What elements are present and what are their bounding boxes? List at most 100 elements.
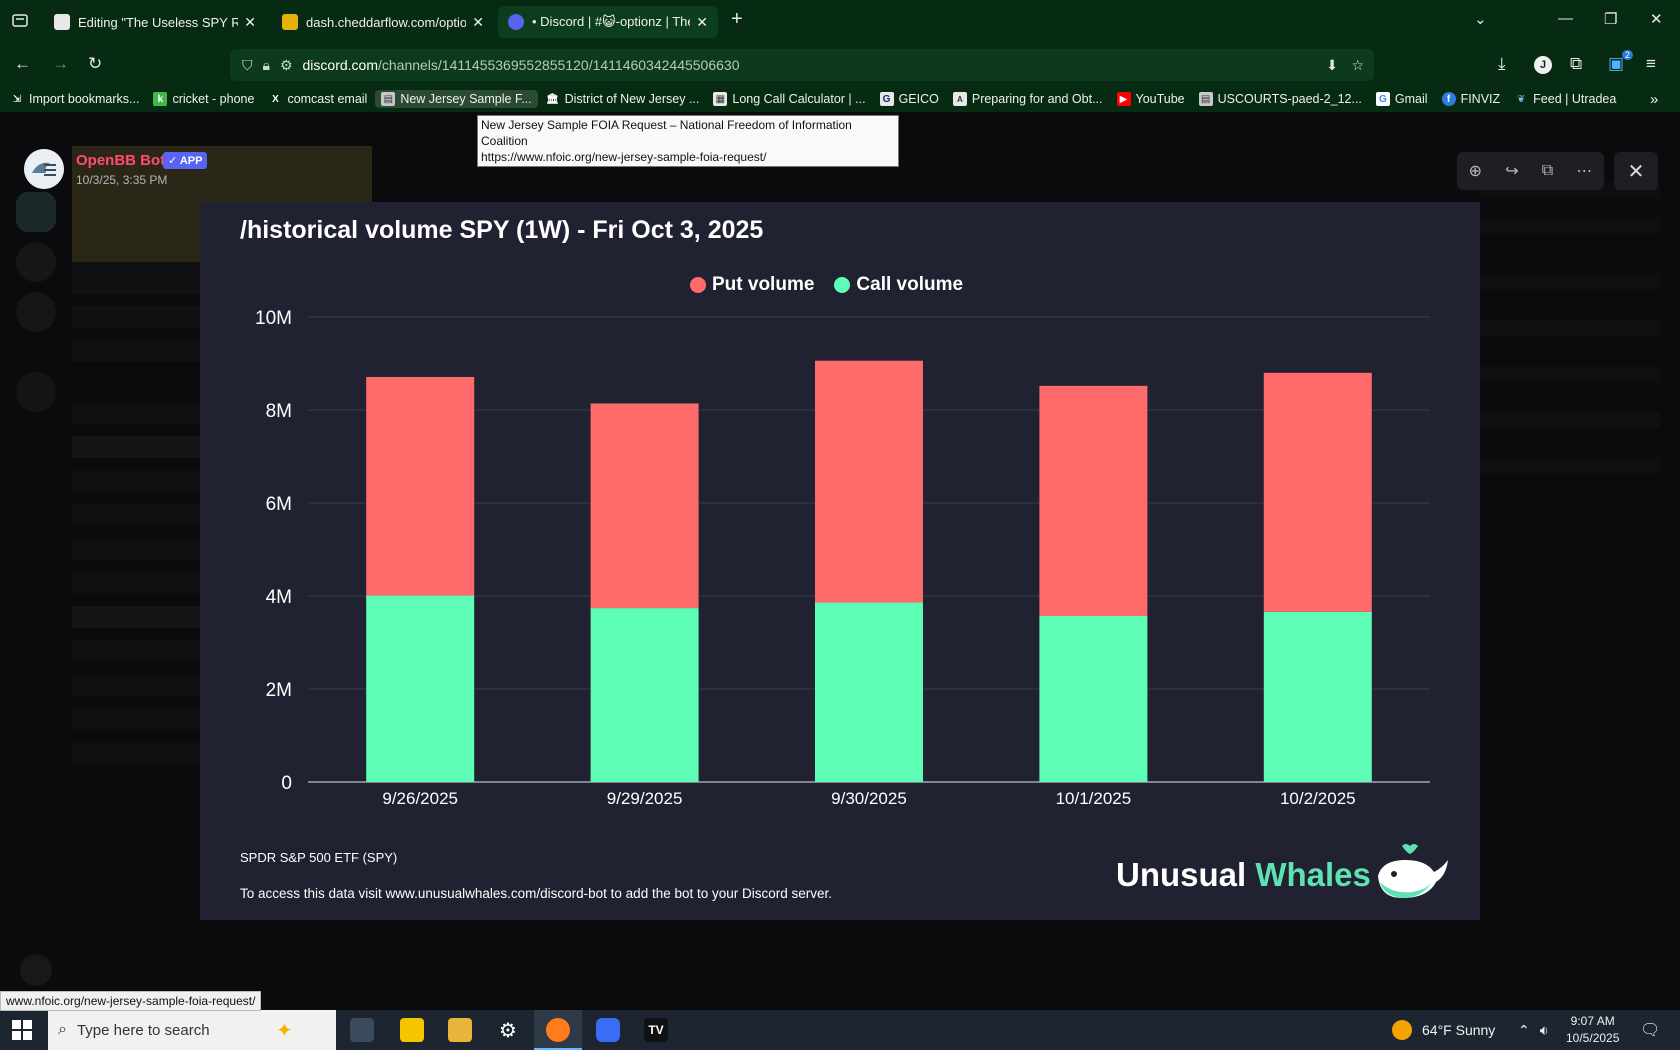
- bookmark-youtube[interactable]: ▶ YouTube: [1116, 92, 1185, 106]
- close-tab-icon[interactable]: ✕: [244, 13, 256, 30]
- windows-start-icon[interactable]: [12, 1020, 32, 1045]
- extensions-icon[interactable]: ⧉: [1570, 54, 1583, 73]
- tab-overflow-chevron-icon[interactable]: ⌄: [1474, 11, 1487, 28]
- close-tab-icon[interactable]: ✕: [696, 13, 708, 30]
- brand-word-whales: Whales: [1255, 856, 1371, 893]
- access-footnote: To access this data visit www.unusualwha…: [240, 886, 833, 901]
- x-tick-label: 9/30/2025: [831, 789, 907, 808]
- server-icon: [16, 192, 56, 232]
- tab-discord[interactable]: • Discord | #😺-optionz | The U ✕: [498, 6, 718, 38]
- bookmark-uscourts[interactable]: ▤ USCOURTS-paed-2_12...: [1198, 92, 1362, 106]
- bookmark-label: USCOURTS-paed-2_12...: [1217, 92, 1362, 106]
- tab-title: Editing "The Useless SPY Report: [78, 14, 239, 30]
- y-tick-label: 4M: [266, 587, 292, 608]
- firefox-app-icon[interactable]: [546, 1018, 570, 1042]
- reload-icon[interactable]: ↻: [88, 54, 103, 73]
- sticky-notes-app-icon[interactable]: [400, 1018, 424, 1042]
- legend-item-call: Call volume: [834, 274, 963, 296]
- bar-segment-call-volume: [1263, 611, 1372, 782]
- more-options-icon[interactable]: ⋯: [1576, 163, 1593, 180]
- forward-icon[interactable]: →: [52, 54, 69, 73]
- cricket-icon: k: [153, 92, 168, 106]
- tray-chevron-icon[interactable]: ⌃: [1518, 1021, 1530, 1038]
- search-icon: ⌕: [58, 1021, 67, 1038]
- bookmarks-overflow-icon[interactable]: »: [1650, 90, 1659, 108]
- tab-title: dash.cheddarflow.com/options-: [306, 14, 467, 30]
- bookmark-district-nj[interactable]: 🏛︎ District of New Jersey ...: [546, 92, 699, 106]
- browser-tab-bar: Editing "The Useless SPY Report ✕ dash.c…: [0, 0, 1680, 44]
- open-in-new-icon[interactable]: ⧉: [1541, 162, 1554, 179]
- bookmark-tooltip: New Jersey Sample FOIA Request – Nationa…: [477, 115, 899, 167]
- calculator-icon: ▦: [713, 92, 728, 106]
- bookmark-finviz[interactable]: f FINVIZ: [1441, 92, 1501, 106]
- add-server-icon: [16, 372, 56, 412]
- legend-label-call: Call volume: [856, 274, 964, 295]
- window-close-icon[interactable]: ✕: [1650, 11, 1663, 28]
- calculator-app-icon[interactable]: [350, 1018, 374, 1042]
- bookmark-geico[interactable]: G GEICO: [879, 92, 939, 106]
- tooltip-title: New Jersey Sample FOIA Request – Nationa…: [481, 118, 852, 148]
- legend-label-put: Put volume: [712, 274, 815, 295]
- weather-widget[interactable]: 64°F Sunny: [1392, 1010, 1495, 1050]
- y-tick-label: 10M: [255, 308, 292, 329]
- menu-hamburger-icon[interactable]: ≡: [1646, 54, 1656, 73]
- tooltip-url: https://www.nfoic.org/new-jersey-sample-…: [481, 150, 767, 164]
- bookmark-label: Import bookmarks...: [29, 92, 140, 106]
- bookmark-nj-sample[interactable]: ▤ New Jersey Sample F...: [375, 90, 538, 108]
- close-viewer-button[interactable]: ✕: [1614, 152, 1658, 190]
- finviz-icon: f: [1441, 92, 1456, 106]
- ticker-footnote: SPDR S&P 500 ETF (SPY): [240, 850, 398, 865]
- taskbar-clock[interactable]: 9:07 AM 10/5/2025: [1566, 1013, 1619, 1047]
- settings-app-icon[interactable]: ⚙: [499, 1020, 517, 1042]
- tab-cheddarflow[interactable]: dash.cheddarflow.com/options- ✕: [272, 6, 494, 38]
- tradingview-app-icon[interactable]: TV: [644, 1018, 668, 1042]
- url-path: /channels/1411455369552855120/1411460342…: [377, 57, 740, 73]
- file-explorer-app-icon[interactable]: [448, 1018, 472, 1042]
- address-bar[interactable]: ⛉ 🔒︎ ⚙︎ discord.com /channels/1411455369…: [230, 49, 1374, 81]
- bookmark-label: FINVIZ: [1460, 92, 1501, 106]
- extension-icon[interactable]: ▣: [1608, 54, 1625, 73]
- sun-icon: [1392, 1020, 1412, 1040]
- server-icon: [16, 242, 56, 282]
- zoom-in-icon[interactable]: ⊕: [1468, 163, 1482, 180]
- x-tick-label: 9/26/2025: [382, 789, 458, 808]
- y-tick-label: 6M: [266, 494, 292, 515]
- bookmark-star-icon[interactable]: ☆: [1351, 56, 1364, 73]
- account-avatar-icon[interactable]: J: [1534, 56, 1552, 74]
- bar-segment-put-volume: [1039, 385, 1148, 616]
- bookmark-cricket[interactable]: k cricket - phone: [153, 92, 254, 106]
- back-icon[interactable]: ←: [14, 54, 31, 73]
- taskbar-search-box[interactable]: ⌕ Type here to search ✦: [48, 1010, 336, 1050]
- app-icon[interactable]: [596, 1018, 620, 1042]
- bookmark-label: New Jersey Sample F...: [400, 92, 532, 106]
- message-timestamp: 10/3/25, 3:35 PM: [76, 173, 168, 187]
- notifications-icon[interactable]: 🗨︎: [1640, 1022, 1661, 1039]
- discord-favicon-icon: [508, 14, 524, 30]
- bookmark-import[interactable]: ⇲ Import bookmarks...: [10, 92, 140, 106]
- shield-icon[interactable]: ⛉: [242, 56, 253, 73]
- chart-title: /historical volume SPY (1W) - Fri Oct 3,…: [240, 216, 764, 244]
- bookmark-label: GEICO: [898, 92, 939, 106]
- forward-share-icon[interactable]: ↪: [1505, 163, 1519, 180]
- new-tab-icon[interactable]: +: [731, 8, 743, 30]
- site-permissions-icon[interactable]: ⚙︎: [279, 56, 293, 73]
- save-to-pocket-icon[interactable]: ⬇︎: [1326, 56, 1338, 73]
- volume-icon[interactable]: 🔉︎: [1539, 1021, 1549, 1038]
- minimize-icon[interactable]: —: [1558, 10, 1573, 27]
- bookmark-long-call[interactable]: ▦ Long Call Calculator | ...: [713, 92, 866, 106]
- bookmark-preparing[interactable]: A Preparing for and Obt...: [952, 92, 1103, 106]
- bar-segment-put-volume: [1263, 372, 1372, 612]
- bookmark-gmail[interactable]: G Gmail: [1375, 92, 1428, 106]
- tab-list-icon[interactable]: [12, 12, 28, 33]
- bar-segment-call-volume: [366, 595, 475, 782]
- document-icon: ▤: [1198, 92, 1213, 106]
- close-tab-icon[interactable]: ✕: [472, 13, 484, 30]
- downloads-icon[interactable]: ⤓: [1498, 54, 1506, 73]
- app-badge: ✓ APP: [163, 152, 208, 169]
- message-author[interactable]: OpenBB Bot: [76, 152, 166, 169]
- restore-icon[interactable]: ❐: [1604, 11, 1618, 28]
- lock-icon[interactable]: 🔒︎: [262, 56, 270, 73]
- bookmark-utradea[interactable]: ❦ Feed | Utradea: [1514, 92, 1616, 106]
- tab-editing-spy-report[interactable]: Editing "The Useless SPY Report ✕: [44, 6, 266, 38]
